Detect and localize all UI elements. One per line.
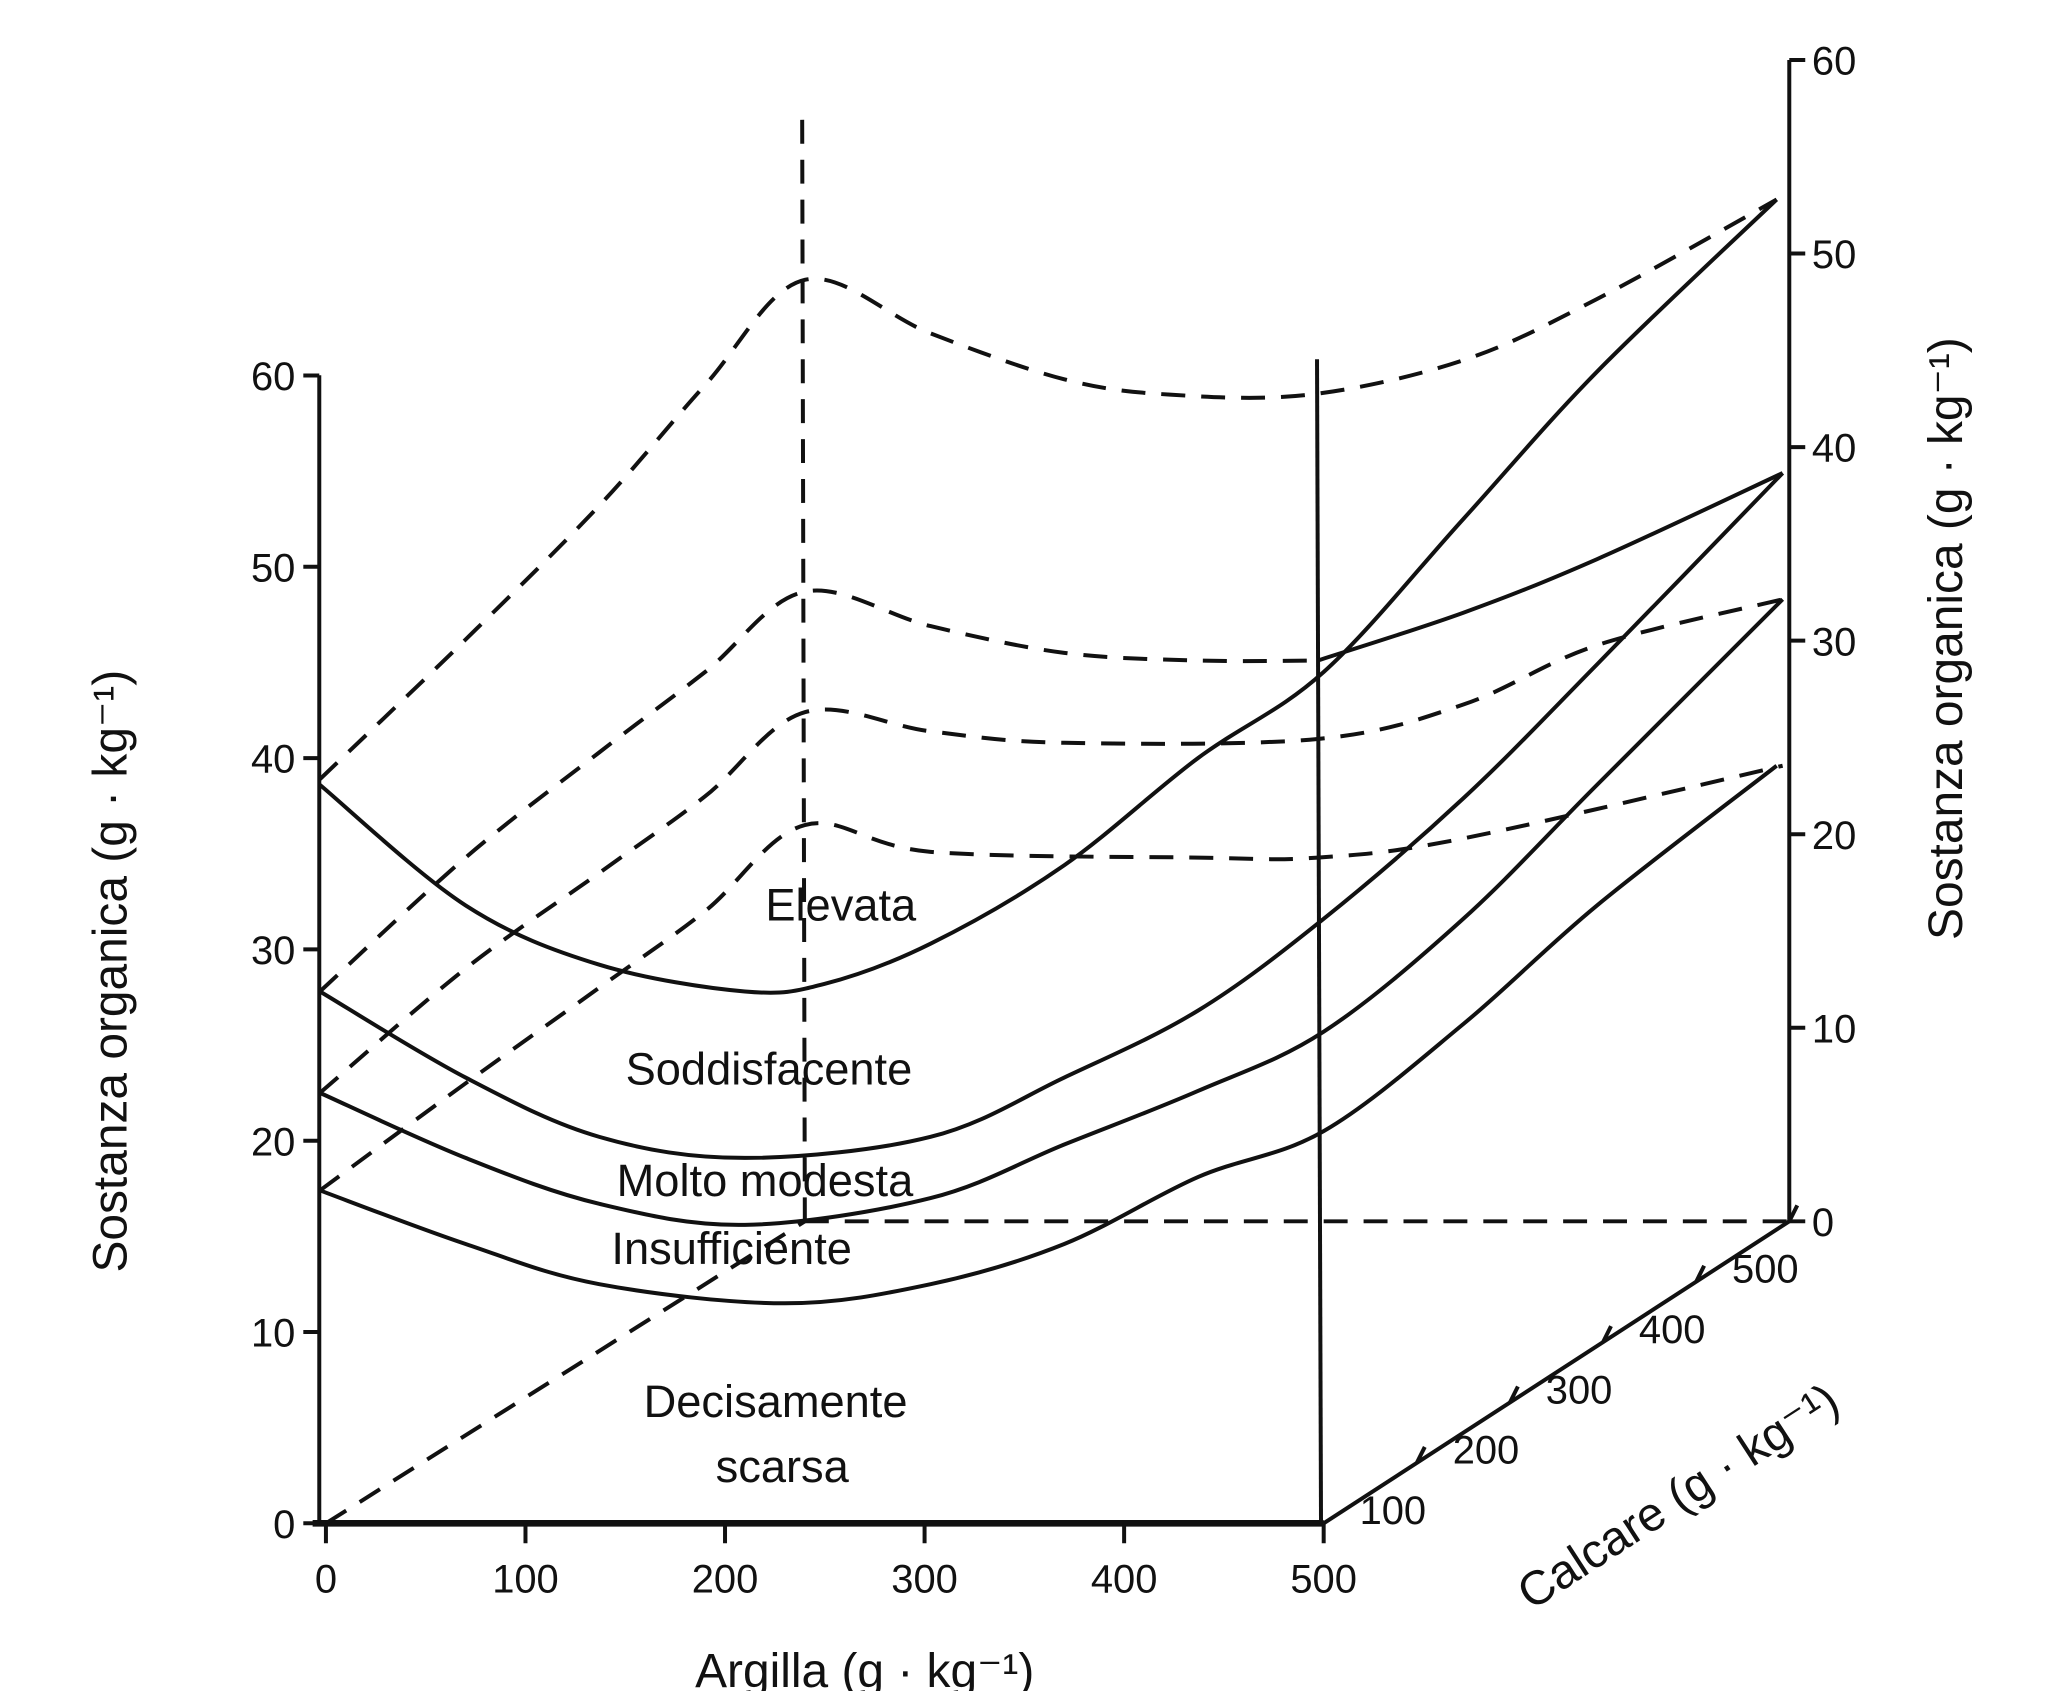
curve-retro-elevata — [1317, 471, 1784, 663]
y-tick-label: 10 — [251, 1312, 295, 1356]
y-tick-label: 60 — [251, 355, 295, 399]
curve-sezione-1 — [318, 197, 1778, 781]
curve-limite-elevata — [318, 198, 1779, 995]
curve-sezione-3 — [318, 597, 1784, 1095]
z-tick — [1694, 1264, 1706, 1283]
x-tick-label: 200 — [692, 1557, 759, 1601]
y-right-tick-label: 10 — [1812, 1007, 1856, 1051]
curve-limite-insufficiente — [319, 764, 1778, 1306]
y-right-tick-label: 60 — [1812, 40, 1856, 84]
y-tick-label: 40 — [251, 738, 295, 782]
zone-scarsa: scarsa — [716, 1441, 850, 1492]
curve-sezione-4 — [318, 763, 1784, 1193]
y-right-axis-title: Sostanza organica (g · kg⁻¹) — [1920, 337, 1973, 940]
y-tick-label: 30 — [251, 929, 295, 973]
z-tick-label: 100 — [1360, 1489, 1427, 1533]
y-right-tick-label: 20 — [1812, 814, 1856, 858]
y-right-tick-label: 50 — [1812, 233, 1856, 277]
back-left-edge — [800, 119, 807, 1222]
y-right-tick-label: 0 — [1812, 1201, 1834, 1245]
z-tick — [1508, 1385, 1520, 1404]
z-tick — [1787, 1204, 1800, 1223]
y-tick-label: 0 — [273, 1503, 295, 1547]
y-axis-title: Sostanza organica (g · kg⁻¹) — [84, 670, 137, 1273]
curve-sezione-2 — [318, 588, 1318, 993]
z-tick-label: 300 — [1546, 1368, 1613, 1412]
zone-decisamente: Decisamente — [644, 1376, 908, 1427]
back-floor-edge — [324, 1219, 806, 1525]
zone-soddisfacente: Soddisfacente — [626, 1043, 913, 1094]
x-tick-label: 400 — [1091, 1557, 1158, 1601]
z-tick-label: 500 — [1732, 1248, 1799, 1292]
depth-axis — [1322, 1219, 1791, 1525]
x-tick-label: 500 — [1290, 1557, 1357, 1601]
z-tick-label: 400 — [1639, 1308, 1706, 1352]
x-tick-label: 300 — [891, 1557, 958, 1601]
front-right-edge — [1315, 359, 1324, 1524]
zone-molto-modesta: Molto modesta — [617, 1155, 914, 1206]
x-tick-label: 100 — [492, 1557, 559, 1601]
curve-limite-molto-modesta — [319, 597, 1785, 1227]
curve-limite-soddisfacente — [318, 471, 1785, 1160]
z-tick — [1415, 1446, 1427, 1464]
z-tick — [1601, 1325, 1613, 1344]
y-right-tick-label: 30 — [1812, 620, 1856, 664]
z-tick-label: 200 — [1453, 1429, 1520, 1473]
zone-elevata: Elevata — [765, 880, 917, 931]
y-tick-label: 50 — [251, 546, 295, 590]
x-axis-title: Argilla (g · kg⁻¹) — [695, 1645, 1034, 1691]
x-tick-label: 0 — [315, 1557, 337, 1601]
y-tick-label: 20 — [251, 1120, 295, 1164]
y-right-tick-label: 40 — [1812, 427, 1856, 471]
zone-insufficiente: Insufficiente — [611, 1223, 852, 1274]
